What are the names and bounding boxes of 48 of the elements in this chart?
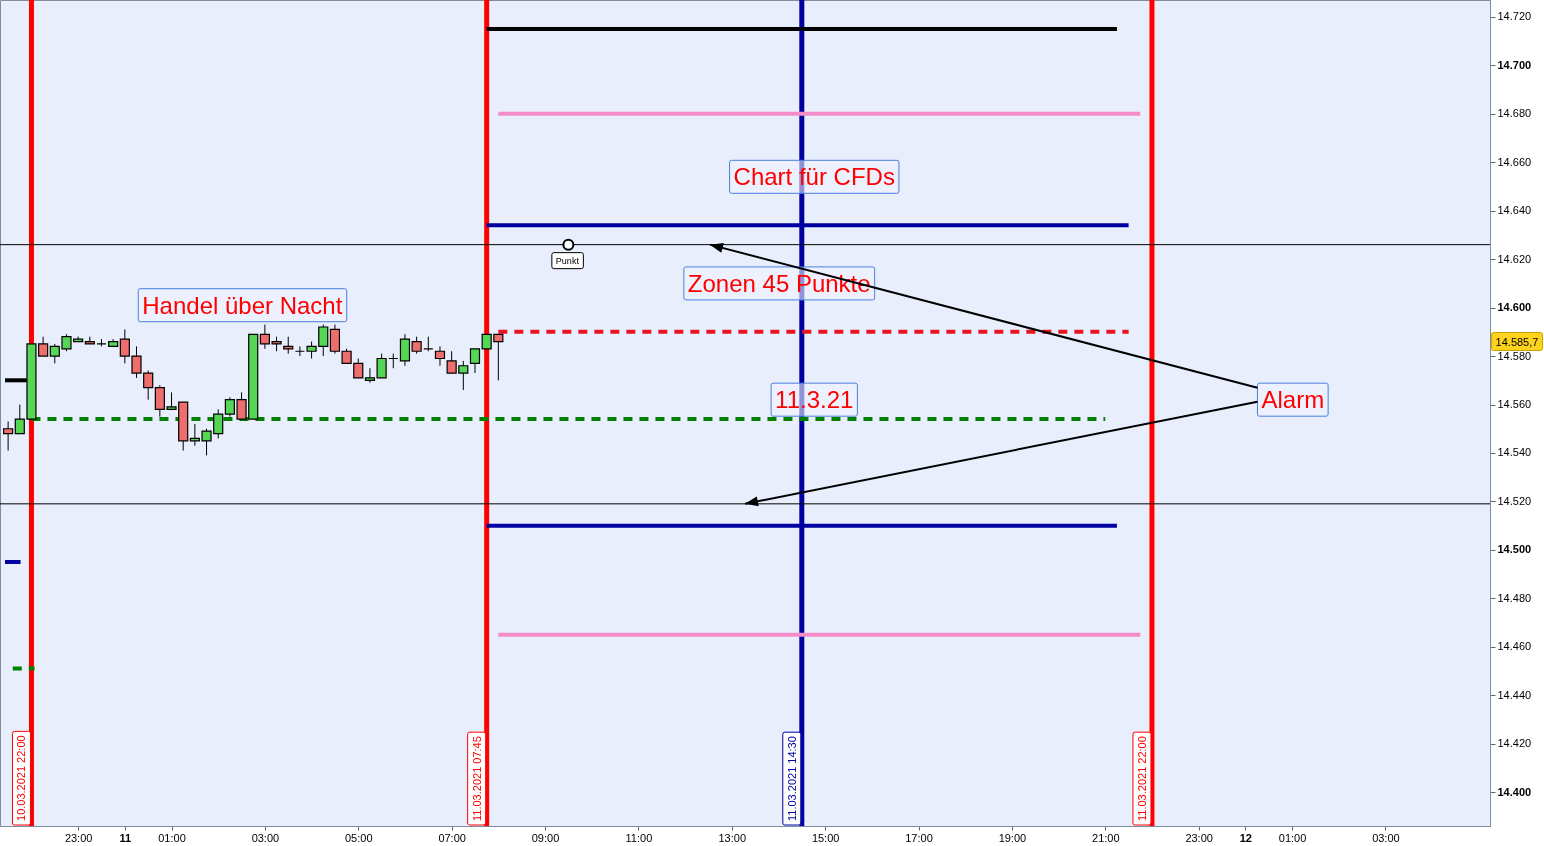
x-tick-label: 09:00 xyxy=(531,831,560,844)
x-tick-label: 07:00 xyxy=(438,831,466,844)
annotation: Handel über Nacht xyxy=(142,291,343,319)
candlestick xyxy=(3,420,14,452)
ref-line-label: 11.03.2021 22:00 xyxy=(1135,736,1148,821)
x-tick-label: 01:00 xyxy=(1278,831,1307,844)
y-tick-label: 14.460 xyxy=(1497,640,1532,653)
x-tick-label: 23:00 xyxy=(64,831,93,844)
y-tick-label: 14.580 xyxy=(1497,349,1532,362)
candlestick xyxy=(434,345,446,367)
text: 14.585,7 xyxy=(1495,335,1539,348)
x-tick-label: 12 xyxy=(1239,831,1252,844)
x-tick-label: 21:00 xyxy=(1092,831,1120,844)
y-tick-label: 14.700 xyxy=(1497,58,1532,71)
x-tick-label: 15:00 xyxy=(811,831,840,844)
x-tick-label: 19:00 xyxy=(998,831,1027,844)
y-tick-label: 14.680 xyxy=(1497,107,1532,120)
annotation: Punkt xyxy=(555,255,580,266)
ref-line-label: 11.03.2021 07:45 xyxy=(470,736,483,821)
x-tick-label: 11 xyxy=(119,831,132,844)
x-tick-label: 23:00 xyxy=(1185,831,1213,844)
y-tick-label: 14.440 xyxy=(1497,688,1532,701)
y-tick-label: 14.640 xyxy=(1497,204,1532,217)
x-tick-label: 11:00 xyxy=(625,831,653,844)
y-tick-label: 14.660 xyxy=(1497,155,1532,168)
y-tick-label: 14.480 xyxy=(1497,591,1532,604)
y-tick-label: 14.500 xyxy=(1497,543,1532,556)
annotation: 11.3.21 xyxy=(775,386,854,414)
x-tick-label: 03:00 xyxy=(251,831,280,844)
y-tick-label: 14.720 xyxy=(1497,10,1532,23)
y-tick-label: 14.600 xyxy=(1497,301,1532,314)
ref-line-label: 10.03.2021 22:00 xyxy=(15,735,28,821)
x-tick-label: 17:00 xyxy=(905,831,933,844)
y-tick-label: 14.620 xyxy=(1497,252,1532,265)
y-tick-label: 14.560 xyxy=(1497,398,1532,411)
candlestick xyxy=(469,348,481,374)
x-tick-label: 05:00 xyxy=(345,831,373,844)
annotation: Alarm xyxy=(1261,386,1325,414)
y-tick-label: 14.420 xyxy=(1497,737,1532,750)
y-tick-label: 14.540 xyxy=(1497,446,1532,459)
annotation: Chart für CFDs xyxy=(733,163,895,191)
y-tick-label: 14.400 xyxy=(1497,785,1532,798)
y-tick-label: 14.520 xyxy=(1497,494,1532,507)
annotation: Zonen 45 Punkte xyxy=(687,269,871,297)
x-tick-label: 01:00 xyxy=(158,831,186,844)
ref-line-label: 11.03.2021 14:30 xyxy=(785,736,798,821)
x-tick-label: 13:00 xyxy=(718,831,747,844)
x-tick-label: 03:00 xyxy=(1372,831,1400,844)
